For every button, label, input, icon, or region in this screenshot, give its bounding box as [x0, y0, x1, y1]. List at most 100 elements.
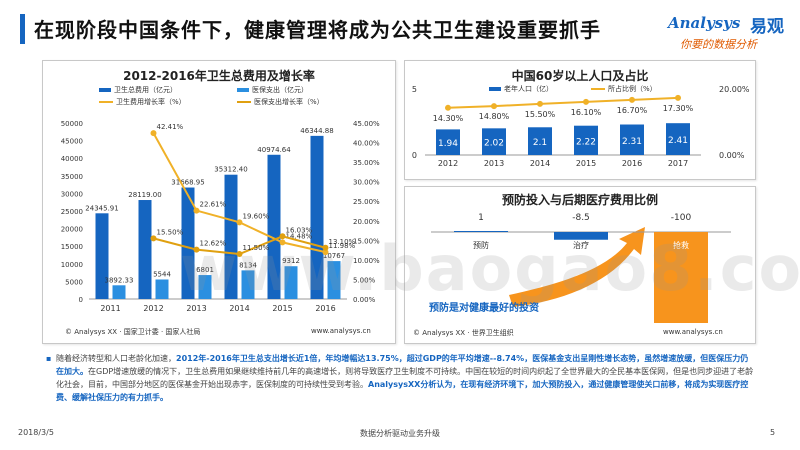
- chart1-y2-tick-label: 40.00%: [353, 140, 380, 148]
- chart3-bar: [454, 231, 508, 232]
- chart1-line-point: [150, 235, 157, 242]
- chart2-legend-1: 老年人口（亿）: [489, 84, 553, 94]
- chart3-bar-value-label: 1: [478, 213, 484, 223]
- chart1-y2-tick-label: 0.00%: [353, 296, 376, 304]
- chart1-x-tick-label: 2014: [229, 304, 249, 313]
- chart1-line-label: 16.03%: [286, 226, 313, 234]
- chart1-bar-total: [310, 135, 324, 299]
- chart1-bar-total: [267, 154, 281, 299]
- chart2-bar: [620, 124, 644, 155]
- chart1-bar-total: [181, 187, 195, 299]
- chart2-x-tick-label: 2012: [438, 159, 458, 168]
- chart1-bar-total-label: 46344.88: [300, 127, 333, 135]
- chart1-y2-tick-label: 15.00%: [353, 237, 380, 245]
- health-expenditure-panel: 2012-2016年卫生总费用及增长率 卫生总费用（亿元） 医保支出（亿元） 卫…: [42, 60, 396, 344]
- chart2-bar-label: 2.41: [668, 136, 688, 146]
- chart1-x-tick-label: 2013: [186, 304, 206, 313]
- chart1-y-tick-label: 0: [79, 296, 83, 304]
- chart2-bar: [574, 125, 598, 155]
- chart1-bar-insurance-label: 10767: [323, 252, 345, 260]
- chart1-bar-insurance: [284, 266, 298, 299]
- chart2-line-label: 14.80%: [479, 112, 510, 121]
- chart1-legend-2: 医保支出（亿元）: [237, 85, 308, 95]
- page-title: 在现阶段中国条件下，健康管理将成为公共卫生建设重要抓手: [34, 18, 601, 42]
- chart2-x-tick-label: 2015: [576, 159, 596, 168]
- chart2-x-tick-label: 2014: [530, 159, 550, 168]
- chart1-legend-3: 卫生费用增长率（%）: [99, 97, 186, 107]
- chart1-bar-total-label: 28119.00: [128, 191, 161, 199]
- chart1-y-tick-label: 20000: [61, 226, 83, 234]
- chart1-x-tick-label: 2016: [315, 304, 335, 313]
- chart1-line-label: 19.60%: [243, 212, 270, 220]
- chart1-y2-tick-label: 35.00%: [353, 159, 380, 167]
- chart2-bar-label: 2.1: [533, 138, 547, 148]
- chart1-bar-insurance-label: 6801: [196, 266, 214, 274]
- chart1-bar-total: [138, 200, 152, 299]
- chart1-y-tick-label: 5000: [65, 278, 83, 286]
- chart1-bar-insurance: [327, 261, 341, 299]
- chart1-y-tick-label: 10000: [61, 261, 83, 269]
- chart1-y-tick-label: 40000: [61, 155, 83, 163]
- chart2-bar-label: 1.94: [438, 139, 458, 149]
- chart2-line-label: 16.70%: [617, 106, 648, 115]
- chart2-bar: [528, 127, 552, 155]
- chart1-line-label: 12.62%: [200, 240, 227, 248]
- chart1-line-point: [279, 233, 286, 240]
- chart2-line-label: 15.50%: [525, 110, 556, 119]
- chart1-bar-insurance-label: 3892.33: [105, 276, 134, 284]
- chart1-x-tick-label: 2015: [272, 304, 292, 313]
- analysis-note: ▪ 随着经济转型和人口老龄化加速，2012年-2016年卫生总支出增长近1倍，年…: [46, 354, 754, 402]
- chart1-bar-total-label: 35312.40: [214, 166, 247, 174]
- chart1-y-tick-label: 50000: [61, 120, 83, 128]
- chart3-annotation: 预防是对健康最好的投资: [429, 303, 539, 314]
- chart2-bar: [482, 128, 506, 155]
- chart2-title: 中国60岁以上人口及占比: [511, 69, 649, 83]
- chart1-y2-tick-label: 25.00%: [353, 198, 380, 206]
- chart2-line-point: [583, 98, 589, 105]
- chart1-y-tick-label: 35000: [61, 173, 83, 181]
- bullet-icon: ▪: [46, 354, 52, 363]
- chart1-legend-1: 卫生总费用（亿元）: [99, 85, 177, 95]
- chart1-title: 2012-2016年卫生总费用及增长率: [123, 69, 315, 83]
- chart2-x-tick-label: 2013: [484, 159, 504, 168]
- chart2-line-ratio: [447, 96, 679, 109]
- chart1-line-point: [236, 251, 243, 258]
- chart3-bar-value-label: -8.5: [572, 213, 590, 223]
- chart3-title: 预防投入与后期医疗费用比例: [501, 193, 658, 207]
- chart2-line-label: 14.30%: [433, 114, 464, 123]
- chart1-bar-total-label: 24345.91: [85, 204, 118, 212]
- chart1-y-tick-label: 25000: [61, 208, 83, 216]
- chart1-y2-tick-label: 45.00%: [353, 120, 380, 128]
- chart1-source: © Analysys XX · 国家卫计委 · 国家人社局: [65, 328, 201, 336]
- chart1-line-point: [279, 239, 286, 246]
- chart3-bar-value-label: -100: [671, 213, 692, 223]
- chart1-line-label: 11.98%: [329, 242, 356, 250]
- page-number: 5: [770, 428, 776, 437]
- chart2-bar-label: 2.31: [622, 137, 642, 147]
- chart1-bar-total-label: 31668.95: [171, 179, 204, 187]
- chart2-y2-tick-label: 0.00%: [719, 151, 745, 160]
- chart1-bar-insurance-label: 5544: [153, 270, 171, 278]
- chart2-legend-2: 所占比例（%）: [591, 84, 657, 94]
- chart3-category-label: 预防: [473, 240, 489, 250]
- chart1-line-point: [322, 244, 329, 251]
- chart2-line-point: [537, 100, 543, 107]
- chart2-x-tick-label: 2016: [622, 159, 642, 168]
- chart3-site: www.analysys.cn: [663, 328, 723, 336]
- chart2-line-label: 17.30%: [663, 104, 694, 113]
- chart1-line-point: [236, 219, 243, 226]
- chart1-bar-insurance: [155, 279, 169, 299]
- analysys-logo: Analysys 易观 你要的数据分析: [668, 14, 784, 51]
- chart1-line-label: 11.50%: [243, 244, 270, 252]
- chart2-y-tick-label: 0: [412, 151, 417, 160]
- footer-date: 2018/3/5: [18, 428, 54, 437]
- chart1-x-tick-label: 2011: [100, 304, 120, 313]
- chart3-arrow-icon: [509, 227, 645, 307]
- elderly-population-panel: 中国60岁以上人口及占比 老年人口（亿） 所占比例（%） 0 5 0.00% 20.0…: [404, 60, 756, 180]
- chart1-line-label: 14.48%: [286, 232, 313, 240]
- chart3-bar: [654, 232, 708, 323]
- chart1-y2-tick-label: 30.00%: [353, 179, 380, 187]
- chart1-line-point: [193, 246, 200, 253]
- footer-slogan: 数据分析驱动业务升级: [360, 429, 440, 438]
- chart2-line-point: [629, 96, 635, 103]
